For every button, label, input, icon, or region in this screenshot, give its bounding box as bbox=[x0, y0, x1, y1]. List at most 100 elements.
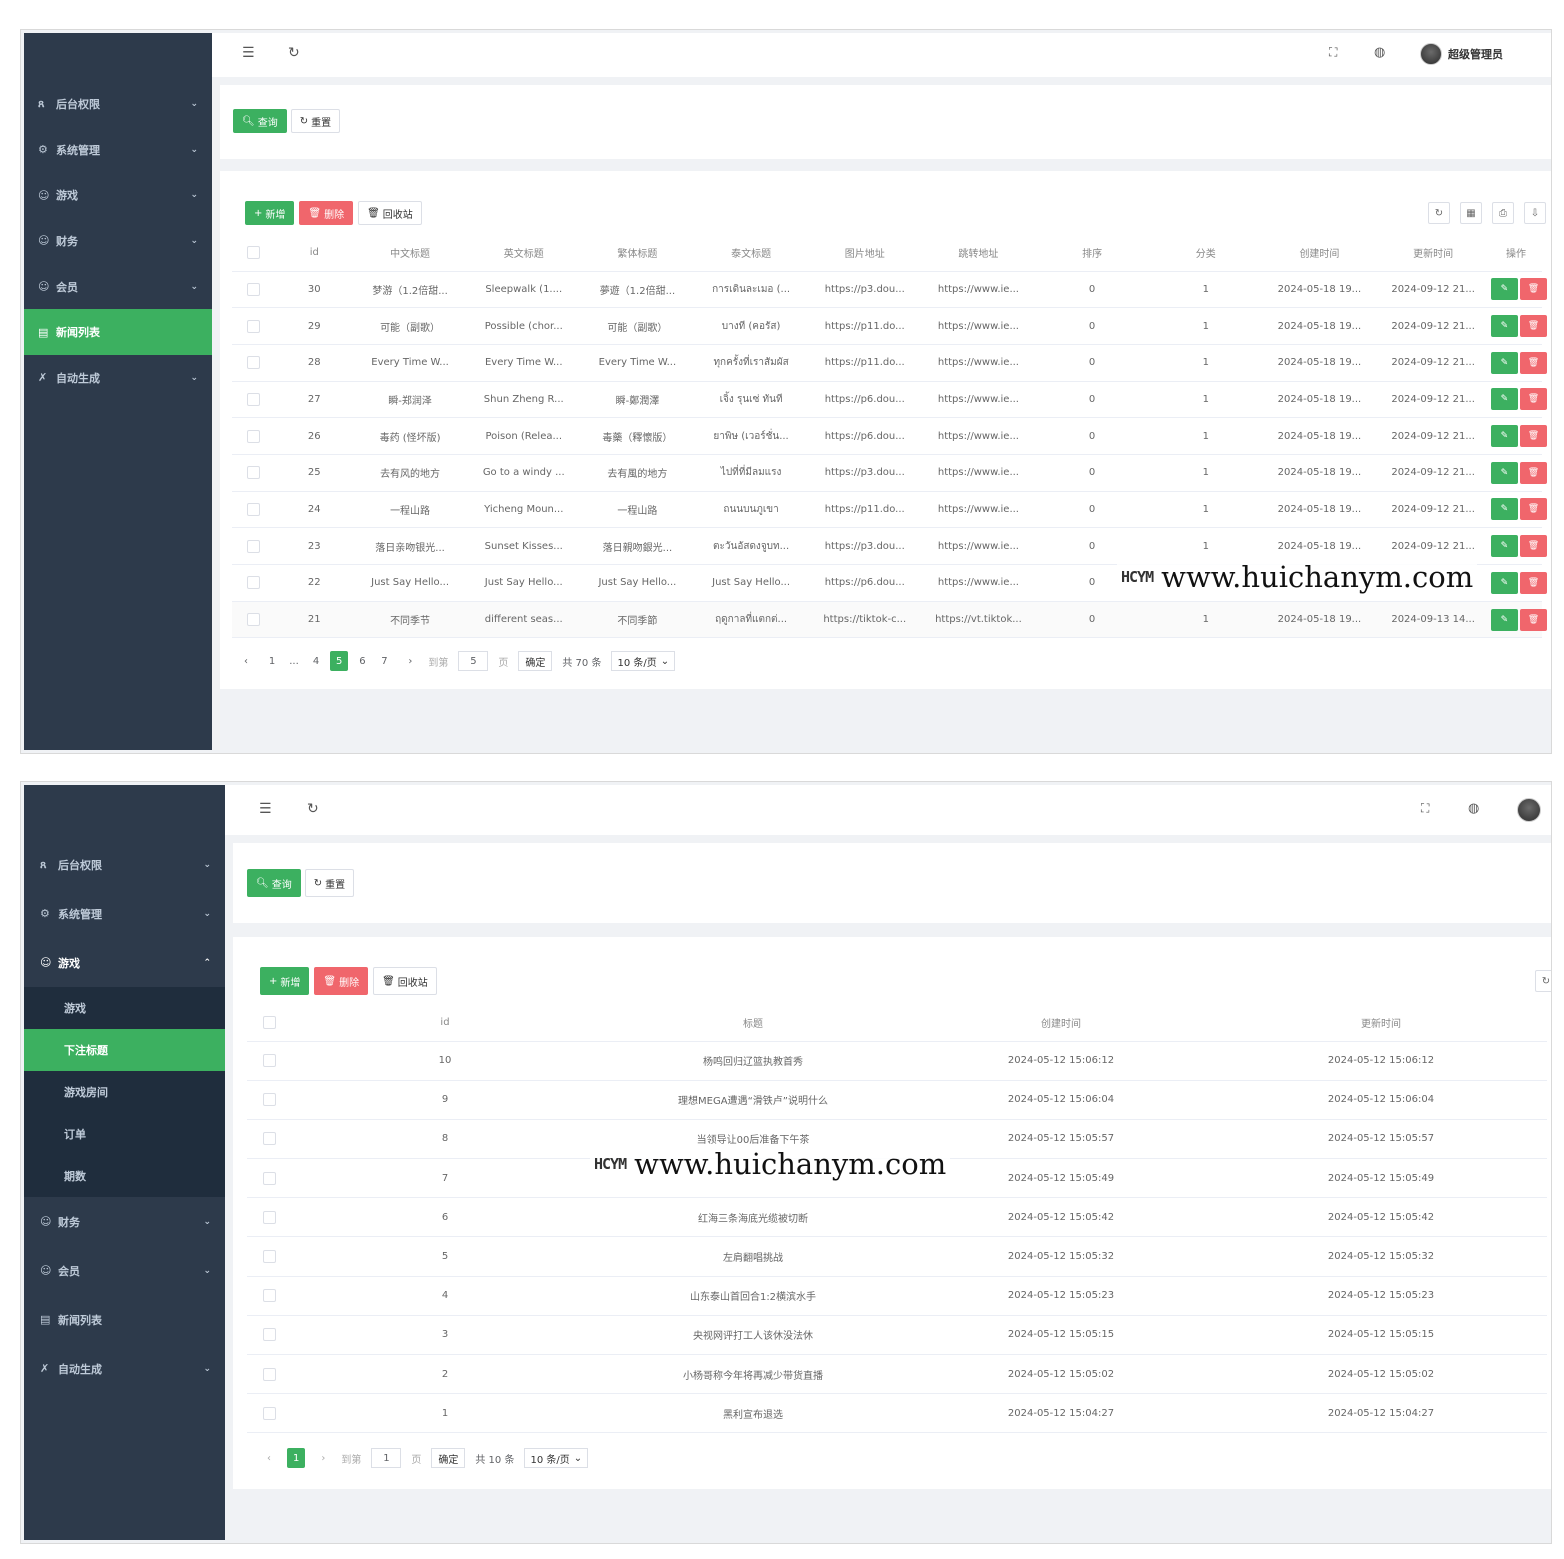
sidebar-item-2[interactable]: ☺ 游戏 ⌃ bbox=[24, 938, 225, 987]
row-checkbox[interactable] bbox=[247, 356, 261, 370]
row-checkbox[interactable] bbox=[262, 1054, 276, 1068]
goto-confirm-button[interactable]: 确定 bbox=[518, 651, 553, 671]
page-number[interactable]: 4 bbox=[312, 655, 320, 667]
row-checkbox[interactable] bbox=[247, 539, 261, 553]
page-number[interactable]: 6 bbox=[359, 655, 366, 667]
delete-row-button[interactable]: 🗑︎ bbox=[1519, 388, 1547, 411]
table-refresh-button[interactable]: ↻ bbox=[1428, 202, 1450, 224]
row-checkbox[interactable] bbox=[247, 466, 261, 480]
sidebar-item-6[interactable]: ✗ 自动生成 ⌄ bbox=[24, 355, 212, 401]
delete-row-button[interactable]: 🗑︎ bbox=[1519, 315, 1547, 338]
delete-row-button[interactable]: 🗑︎ bbox=[1519, 608, 1547, 631]
edit-button[interactable]: ✎ bbox=[1490, 425, 1518, 448]
row-checkbox[interactable] bbox=[262, 1367, 276, 1381]
fullscreen-icon[interactable]: ⛶ bbox=[1329, 45, 1338, 59]
row-checkbox[interactable] bbox=[262, 1328, 276, 1342]
edit-button[interactable]: ✎ bbox=[1490, 278, 1518, 301]
submenu-item-0[interactable]: 游戏 bbox=[64, 1002, 86, 1015]
edit-button[interactable]: ✎ bbox=[1490, 315, 1518, 338]
row-checkbox[interactable] bbox=[247, 502, 261, 516]
row-checkbox[interactable] bbox=[247, 429, 261, 443]
sidebar-bottom-item-3[interactable]: ✗ 自动生成 ⌄ bbox=[24, 1344, 225, 1393]
avatar[interactable] bbox=[1517, 798, 1541, 822]
delete-button[interactable]: 🗑︎ 删除 bbox=[299, 201, 354, 225]
select-all-checkbox[interactable] bbox=[262, 1016, 276, 1030]
row-checkbox[interactable] bbox=[262, 1132, 276, 1146]
goto-confirm-button[interactable]: 确定 bbox=[431, 1448, 466, 1468]
recycle-bin-button[interactable]: 🗑︎ 回收站 bbox=[373, 967, 437, 995]
edit-button[interactable]: ✎ bbox=[1490, 388, 1518, 411]
delete-row-button[interactable]: 🗑︎ bbox=[1519, 498, 1547, 521]
reset-button[interactable]: ↻ 重置 bbox=[290, 109, 341, 133]
page-number[interactable]: 1 bbox=[287, 1448, 306, 1468]
next-page-icon[interactable]: › bbox=[321, 1452, 326, 1464]
add-button[interactable]: + 新增 bbox=[245, 201, 295, 225]
print-button[interactable]: ⎙ bbox=[1492, 202, 1514, 224]
row-checkbox[interactable] bbox=[247, 392, 261, 406]
submenu-item-4[interactable]: 期数 bbox=[64, 1170, 86, 1183]
sidebar-item-0[interactable]: ጸ 后台权限 ⌄ bbox=[24, 840, 225, 889]
sidebar-item-1[interactable]: ⚙ 系统管理 ⌄ bbox=[24, 127, 212, 173]
submenu-item-2[interactable]: 游戏房间 bbox=[64, 1086, 108, 1099]
edit-button[interactable]: ✎ bbox=[1490, 535, 1518, 558]
fullscreen-icon[interactable]: ⛶ bbox=[1421, 801, 1430, 815]
delete-row-button[interactable]: 🗑︎ bbox=[1519, 461, 1547, 484]
page-number[interactable]: 5 bbox=[330, 651, 349, 671]
row-checkbox[interactable] bbox=[262, 1289, 276, 1303]
page-ellipsis[interactable]: ... bbox=[289, 655, 299, 667]
row-checkbox[interactable] bbox=[262, 1171, 276, 1185]
sidebar-bottom-item-0[interactable]: ☺ 财务 ⌄ bbox=[24, 1197, 225, 1246]
page-size-select[interactable]: 10 条/页 ⌄ bbox=[524, 1448, 589, 1468]
row-checkbox[interactable] bbox=[247, 576, 261, 590]
search-button[interactable]: 🔍︎ 查询 bbox=[233, 109, 287, 133]
submenu-item-1[interactable]: 下注标题 bbox=[24, 1029, 225, 1071]
user-menu[interactable]: 超级管理员 bbox=[1420, 43, 1503, 65]
hamburger-icon[interactable]: ☰ bbox=[259, 801, 272, 817]
edit-button[interactable]: ✎ bbox=[1490, 608, 1518, 631]
refresh-icon[interactable]: ↻ bbox=[288, 45, 300, 61]
table-refresh-button[interactable]: ↻ bbox=[1535, 970, 1551, 992]
globe-icon[interactable]: ◍ bbox=[1468, 801, 1480, 816]
sidebar-item-4[interactable]: ☺ 会员 ⌄ bbox=[24, 264, 212, 310]
row-checkbox[interactable] bbox=[247, 319, 261, 333]
refresh-icon[interactable]: ↻ bbox=[307, 801, 319, 817]
delete-row-button[interactable]: 🗑︎ bbox=[1519, 571, 1547, 594]
add-button[interactable]: + 新增 bbox=[260, 967, 310, 995]
edit-button[interactable]: ✎ bbox=[1490, 461, 1518, 484]
reset-button[interactable]: ↻ 重置 bbox=[304, 869, 355, 897]
sidebar-item-5[interactable]: ▤ 新闻列表 bbox=[24, 309, 212, 356]
goto-page-input[interactable]: 1 bbox=[371, 1448, 402, 1468]
row-checkbox[interactable] bbox=[247, 282, 261, 296]
row-checkbox[interactable] bbox=[262, 1406, 276, 1420]
delete-row-button[interactable]: 🗑︎ bbox=[1519, 278, 1547, 301]
hamburger-icon[interactable]: ☰ bbox=[242, 45, 255, 61]
row-checkbox[interactable] bbox=[262, 1210, 276, 1224]
delete-row-button[interactable]: 🗑︎ bbox=[1519, 351, 1547, 374]
prev-page-icon[interactable]: ‹ bbox=[244, 655, 248, 667]
globe-icon[interactable]: ◍ bbox=[1374, 45, 1386, 60]
row-checkbox[interactable] bbox=[262, 1250, 276, 1264]
columns-button[interactable]: ▦ bbox=[1460, 202, 1482, 224]
edit-button[interactable]: ✎ bbox=[1490, 571, 1518, 594]
select-all-checkbox[interactable] bbox=[247, 246, 261, 260]
next-page-icon[interactable]: › bbox=[408, 655, 413, 667]
prev-page-icon[interactable]: ‹ bbox=[267, 1452, 271, 1464]
row-checkbox[interactable] bbox=[247, 613, 261, 627]
row-checkbox[interactable] bbox=[262, 1093, 276, 1107]
delete-button[interactable]: 🗑︎ 删除 bbox=[314, 967, 369, 995]
sidebar-item-3[interactable]: ☺ 财务 ⌄ bbox=[24, 218, 212, 264]
edit-button[interactable]: ✎ bbox=[1490, 351, 1518, 374]
search-button[interactable]: 🔍︎ 查询 bbox=[247, 869, 301, 897]
recycle-bin-button[interactable]: 🗑︎ 回收站 bbox=[358, 201, 422, 225]
sidebar-item-2[interactable]: ☺ 游戏 ⌄ bbox=[24, 172, 212, 218]
page-number[interactable]: 7 bbox=[381, 655, 388, 667]
page-number[interactable]: 1 bbox=[268, 655, 276, 667]
sidebar-item-1[interactable]: ⚙ 系统管理 ⌄ bbox=[24, 889, 225, 938]
sidebar-bottom-item-2[interactable]: ▤ 新闻列表 bbox=[24, 1295, 225, 1344]
sidebar-item-0[interactable]: ጸ 后台权限 ⌄ bbox=[24, 81, 212, 127]
edit-button[interactable]: ✎ bbox=[1490, 498, 1518, 521]
export-button[interactable]: ⇩ bbox=[1524, 202, 1546, 224]
goto-page-input[interactable]: 5 bbox=[458, 651, 489, 671]
page-size-select[interactable]: 10 条/页 ⌄ bbox=[611, 651, 676, 671]
delete-row-button[interactable]: 🗑︎ bbox=[1519, 535, 1547, 558]
